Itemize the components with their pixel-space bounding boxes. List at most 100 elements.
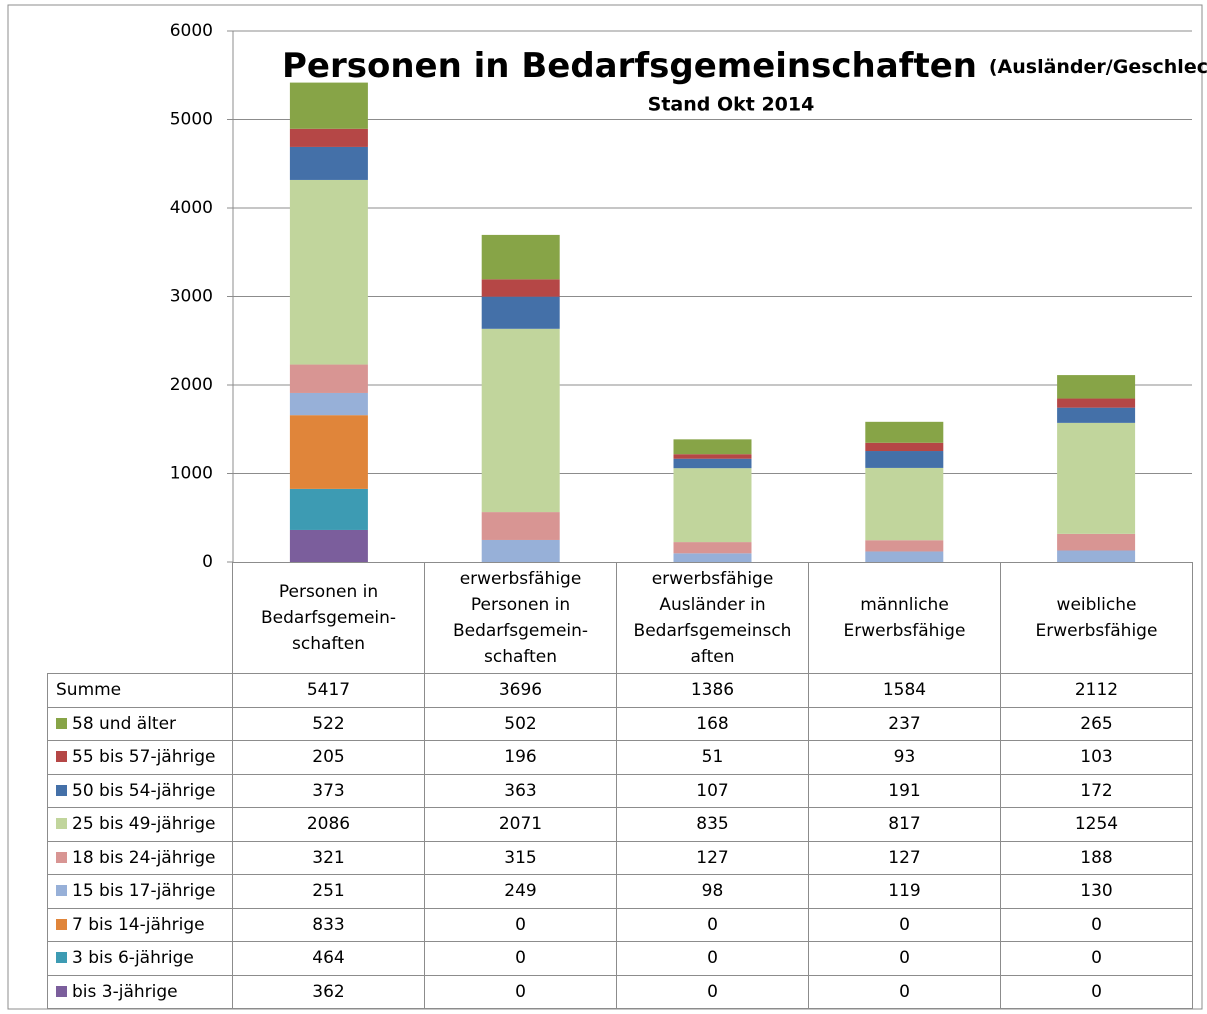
bar-segment: [289, 488, 368, 530]
table-value: 835: [616, 807, 809, 842]
table-value: 2086: [232, 807, 425, 842]
table-value: 0: [1000, 907, 1193, 942]
bar-segment: [673, 553, 752, 562]
legend-swatch: [56, 851, 67, 863]
row-label: 58 und älter: [47, 706, 233, 741]
table-value: 127: [808, 840, 1001, 875]
table-value: 1254: [1000, 807, 1193, 842]
table-value: 0: [1000, 974, 1193, 1009]
table-value: 98: [616, 874, 809, 909]
bar-segment: [481, 512, 560, 540]
chart-subtitle: Stand Okt 2014: [648, 94, 815, 116]
bar-segment: [289, 415, 368, 489]
bar-segment: [289, 146, 368, 180]
legend-label: 50 bis 54-jährige: [72, 780, 216, 801]
category-label: erwerbsfähige Ausländer in Bedarfsgemein…: [616, 562, 809, 674]
row-label: 7 bis 14-jährige: [47, 907, 233, 942]
bar-segment: [1057, 550, 1136, 562]
table-row: bis 3-jährige 362 0 0 0 0: [47, 974, 1193, 1009]
table-row: 3 bis 6-jährige 464 0 0 0 0: [47, 941, 1193, 976]
bar-segment: [865, 551, 944, 562]
y-tick-label: 3000: [170, 287, 213, 307]
bar-segment: [1057, 533, 1136, 551]
y-tick-label: 4000: [170, 198, 213, 218]
legend-label: 18 bis 24-jährige: [72, 847, 216, 868]
table-value: 0: [616, 974, 809, 1009]
table-value: 0: [616, 907, 809, 942]
category-label: weibliche Erwerbsfähige: [1000, 562, 1193, 674]
table-value: 2112: [1000, 673, 1193, 708]
title-suffix: (Ausländer/Geschlecht),: [989, 56, 1207, 78]
table-header-row: Personen in Bedarfsgemein- schaften erwer…: [48, 562, 1193, 674]
y-tick-label: 0: [202, 552, 213, 572]
legend-swatch: [56, 985, 67, 997]
legend-swatch: [56, 952, 67, 964]
legend-swatch: [56, 717, 67, 729]
table-value: 362: [232, 974, 425, 1009]
bar-segment: [865, 540, 944, 552]
bar-segment: [1057, 375, 1136, 399]
table-value: 51: [616, 740, 809, 775]
table-value: 321: [232, 840, 425, 875]
legend-label: 55 bis 57-jährige: [72, 747, 216, 768]
y-tick-label: 6000: [170, 21, 213, 41]
table-row: 50 bis 54-jährige 373 363 107 191 172: [47, 773, 1193, 808]
row-label: 3 bis 6-jährige: [47, 941, 233, 976]
table-row: 25 bis 49-jährige 2086 2071 835 817 1254: [47, 807, 1193, 842]
table-value: 251: [232, 874, 425, 909]
table-value: 172: [1000, 773, 1193, 808]
bar-segment: [481, 539, 560, 562]
y-tick-label: 5000: [170, 110, 213, 130]
legend-label: 3 bis 6-jährige: [72, 948, 194, 969]
table-value: 1386: [616, 673, 809, 708]
legend-swatch: [56, 918, 67, 930]
table-value: 464: [232, 941, 425, 976]
table-value: 522: [232, 706, 425, 741]
table-row: 18 bis 24-jährige 321 315 127 127 188: [47, 840, 1193, 875]
table-value: 188: [1000, 840, 1193, 875]
title-main: Personen in Bedarfsgemeinschaften: [282, 46, 977, 86]
row-label: 50 bis 54-jährige: [47, 773, 233, 808]
legend-label: 58 und älter: [72, 713, 177, 734]
bar-segment: [865, 421, 944, 443]
table-value: 119: [808, 874, 1001, 909]
table-value: 0: [808, 974, 1001, 1009]
table-value: 5417: [232, 673, 425, 708]
bar-segment: [289, 392, 368, 416]
bar-segment: [865, 467, 944, 541]
table-value: 833: [232, 907, 425, 942]
chart-title: Personen in Bedarfsgemeinschaften (Auslä…: [282, 46, 1207, 86]
legend-swatch: [56, 885, 67, 897]
table-value: 1584: [808, 673, 1001, 708]
legend-label: bis 3-jährige: [72, 981, 178, 1002]
bar-segment: [289, 128, 368, 147]
table-value: 107: [616, 773, 809, 808]
table-value: 373: [232, 773, 425, 808]
table-corner: [48, 563, 233, 674]
y-tick-label: 1000: [170, 464, 213, 484]
data-table: Personen in Bedarfsgemein- schaften erwer…: [47, 562, 1193, 1009]
table-value: 3696: [424, 673, 617, 708]
bar-segment: [1057, 407, 1136, 423]
bar-segment: [481, 296, 560, 329]
row-label: 18 bis 24-jährige: [47, 840, 233, 875]
row-label: 55 bis 57-jährige: [47, 740, 233, 775]
table-row: 55 bis 57-jährige 205 196 51 93 103: [47, 740, 1193, 775]
bar-segment: [865, 451, 944, 468]
bar-segment: [289, 364, 368, 393]
chart-border: [7, 4, 1203, 1010]
table-value: 0: [424, 907, 617, 942]
table-value: 205: [232, 740, 425, 775]
table-value: 168: [616, 706, 809, 741]
bar-segment: [673, 454, 752, 459]
bar-segment: [1057, 398, 1136, 408]
table-value: 191: [808, 773, 1001, 808]
table-value: 249: [424, 874, 617, 909]
category-label: männliche Erwerbsfähige: [808, 562, 1001, 674]
bar-segment: [865, 442, 944, 452]
legend-label: 15 bis 17-jährige: [72, 881, 216, 902]
legend-label: 7 bis 14-jährige: [72, 914, 205, 935]
table-row: 58 und älter 522 502 168 237 265: [47, 706, 1193, 741]
table-value: 0: [808, 907, 1001, 942]
